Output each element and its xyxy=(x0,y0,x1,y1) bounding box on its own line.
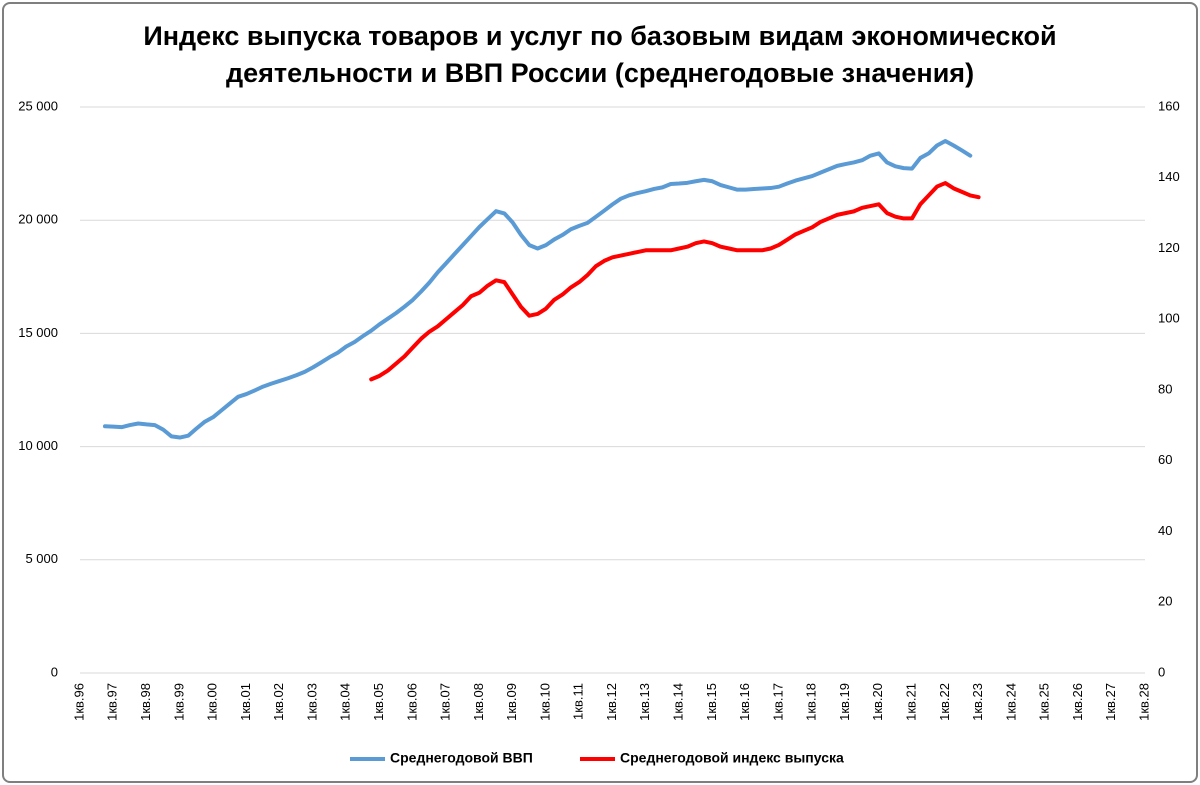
x-tick-label: 1кв.08 xyxy=(471,683,486,721)
x-tick-label: 1кв.01 xyxy=(238,683,253,721)
x-tick-label: 1кв.06 xyxy=(404,683,419,721)
x-tick-label: 1кв.21 xyxy=(903,683,918,721)
y2-tick-label: 0 xyxy=(1158,664,1165,679)
x-tick-label: 1кв.19 xyxy=(837,683,852,721)
legend-label: Среднегодовой ВВП xyxy=(390,750,533,766)
y-tick-label: 20 000 xyxy=(18,212,58,227)
x-tick-label: 1кв.97 xyxy=(105,683,120,721)
y2-tick-label: 20 xyxy=(1158,594,1172,609)
x-tick-label: 1кв.23 xyxy=(970,683,985,721)
y-tick-label: 10 000 xyxy=(18,438,58,453)
x-tick-label: 1кв.96 xyxy=(71,683,86,721)
y2-tick-label: 40 xyxy=(1158,523,1172,538)
x-tick-label: 1кв.11 xyxy=(571,683,586,720)
x-tick-label: 1кв.16 xyxy=(737,683,752,721)
x-tick-label: 1кв.13 xyxy=(637,683,652,721)
x-tick-label: 1кв.22 xyxy=(937,683,952,721)
x-tick-label: 1кв.17 xyxy=(770,683,785,721)
x-tick-label: 1кв.27 xyxy=(1103,683,1118,721)
x-tick-label: 1кв.98 xyxy=(138,683,153,721)
x-tick-label: 1кв.03 xyxy=(304,683,319,721)
series-line xyxy=(102,138,973,440)
y2-tick-label: 60 xyxy=(1158,452,1172,467)
y2-tick-label: 100 xyxy=(1158,311,1180,326)
x-tick-label: 1кв.18 xyxy=(804,683,819,721)
x-tick-label: 1кв.28 xyxy=(1136,683,1151,721)
x-tick-label: 1кв.05 xyxy=(371,683,386,721)
y2-tick-label: 80 xyxy=(1158,381,1172,396)
legend: Среднегодовой ВВП Среднегодовой индекс вы… xyxy=(350,750,844,766)
x-tick-label: 1кв.25 xyxy=(1037,683,1052,721)
x-tick-label: 1кв.24 xyxy=(1003,683,1018,721)
x-tick-label: 1кв.14 xyxy=(671,683,686,721)
y2-tick-label: 160 xyxy=(1158,98,1180,113)
x-tick-label: 1кв.07 xyxy=(438,683,453,721)
series-line xyxy=(369,181,981,382)
chart-title: Индекс выпуска товаров и услуг по базовы… xyxy=(143,21,1057,88)
x-tick-label: 1кв.04 xyxy=(338,683,353,721)
x-tick-label: 1кв.26 xyxy=(1070,683,1085,721)
x-tick-label: 1кв.09 xyxy=(504,683,519,721)
y-tick-label: 0 xyxy=(51,664,58,679)
y-tick-label: 5 000 xyxy=(25,551,58,566)
y-tick-label: 25 000 xyxy=(18,98,58,113)
x-tick-label: 1кв.12 xyxy=(604,683,619,721)
y2-tick-label: 120 xyxy=(1158,240,1180,255)
y-tick-label: 15 000 xyxy=(18,325,58,340)
x-tick-label: 1кв.15 xyxy=(704,683,719,721)
x-tick-label: 1кв.02 xyxy=(271,683,286,721)
x-tick-label: 1кв.00 xyxy=(205,683,220,721)
y2-tick-label: 140 xyxy=(1158,169,1180,184)
legend-label: Среднегодовой индекс выпуска xyxy=(620,750,844,766)
x-tick-label: 1кв.10 xyxy=(537,683,552,721)
x-tick-label: 1кв.99 xyxy=(171,683,186,721)
x-tick-label: 1кв.20 xyxy=(870,683,885,721)
